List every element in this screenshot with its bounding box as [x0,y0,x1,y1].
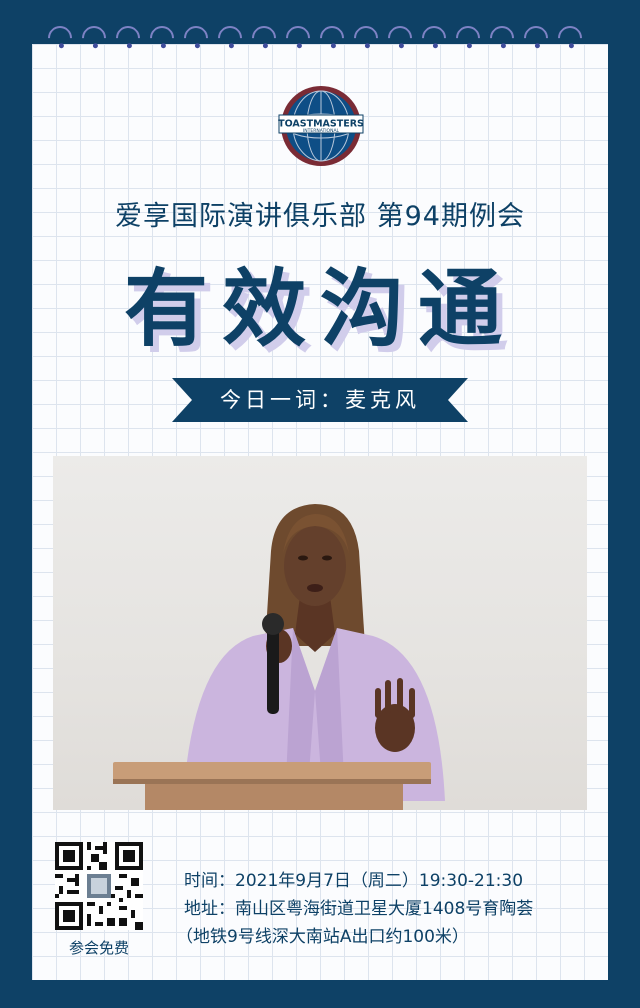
notebook-rings [40,21,600,60]
main-title: 有效沟通 [123,260,516,358]
event-address: 地址：南山区粤海街道卫星大厦1408号育陶荟 [184,899,534,919]
club-title: 爱享国际演讲俱乐部 第94期例会 [115,201,525,232]
toastmasters-logo: TOASTMASTERS INTERNATIONAL [277,84,365,168]
speaker-photo [53,456,587,810]
svg-text:INTERNATIONAL: INTERNATIONAL [303,128,340,134]
word-of-day-text: 今日一词：麦克风 [220,388,420,412]
word-of-day-ribbon: 今日一词：麦克风 [172,378,468,422]
event-directions: （地铁9号线深大南站A出口约100米） [176,927,469,947]
qr-code[interactable] [55,842,143,930]
svg-text:TOASTMASTERS: TOASTMASTERS [278,119,364,130]
event-time: 时间：2021年9月7日（周二）19:30-21:30 [184,871,524,891]
free-entry-label: 参会免费 [68,939,129,957]
